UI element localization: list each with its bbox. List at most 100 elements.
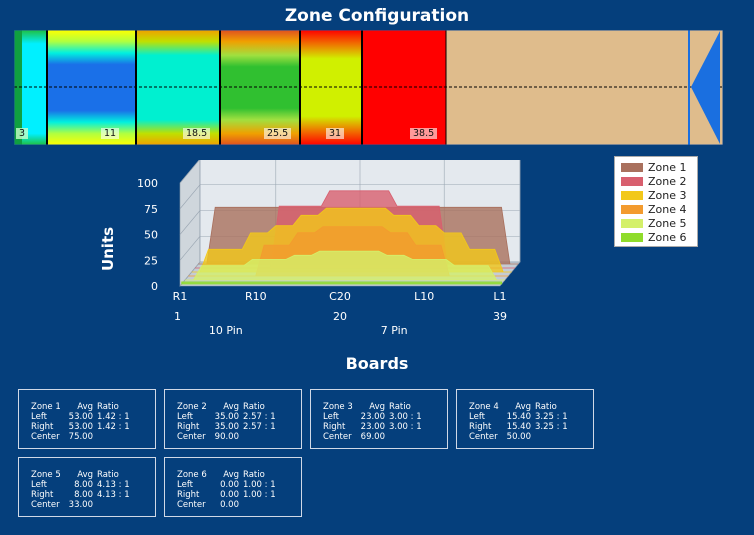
legend-label: Zone 2	[648, 174, 687, 188]
board-cell: Center	[177, 500, 206, 510]
board-cell	[239, 432, 283, 442]
board-cell: 1.42 : 1	[97, 412, 130, 422]
lane-marker-label: 31	[326, 128, 345, 139]
board-row: Right 0.00 1.00 : 1	[177, 490, 301, 500]
legend-swatch	[621, 162, 643, 172]
x-tick-label: R1	[173, 290, 188, 303]
board-row: Zone 2 Avg Ratio	[177, 402, 301, 412]
board-cell: Center	[31, 432, 60, 442]
board-cell: 15.40	[506, 412, 531, 422]
legend-swatch	[621, 232, 643, 242]
legend-label: Zone 6	[648, 230, 687, 244]
lane-marker-label: 25.5	[264, 128, 292, 139]
legend-label: Zone 3	[648, 188, 687, 202]
board-cell	[531, 432, 575, 442]
board-row: Left 35.00 2.57 : 1	[177, 412, 301, 422]
x-board-number: 1	[174, 310, 181, 323]
board-cell: 23.00	[360, 422, 385, 432]
board-cell: 53.00	[68, 422, 93, 432]
board-cell: 3.00 : 1	[389, 422, 422, 432]
x-tick-label: C20	[329, 290, 351, 303]
board-cell: 0.00	[220, 500, 239, 510]
board-cell: 8.00	[74, 480, 93, 490]
y-axis-label: Units	[99, 226, 118, 272]
board-row: Zone 3 Avg Ratio	[323, 402, 447, 412]
board-row: Zone 6 Avg Ratio	[177, 470, 301, 480]
board-cell: 33.00	[68, 500, 93, 510]
x-board-number: 20	[333, 310, 347, 323]
board-cell: 15.40	[506, 422, 531, 432]
board-cell: Ratio	[97, 402, 119, 412]
legend-swatch	[621, 218, 643, 228]
board-cell: Zone 1	[31, 402, 61, 412]
board-cell: Zone 6	[177, 470, 207, 480]
board-cell: Right	[323, 422, 346, 432]
board-cell: Ratio	[97, 470, 119, 480]
board-row: Center 90.00	[177, 432, 301, 442]
x-tick-label: R10	[245, 290, 267, 303]
board-cell: Center	[177, 432, 206, 442]
legend-swatch	[621, 176, 643, 186]
boards-title: Boards	[345, 354, 409, 373]
board-cell: 3.25 : 1	[535, 422, 568, 432]
board-cell: Zone 5	[31, 470, 61, 480]
board-cell: 1.00 : 1	[243, 490, 276, 500]
board-cell: Avg	[515, 402, 531, 412]
series-area	[185, 250, 505, 281]
y-tick-label: 50	[144, 229, 158, 242]
lane-marker-label: 3	[16, 128, 29, 139]
board-cell	[385, 432, 429, 442]
board-row: Zone 5 Avg Ratio	[31, 470, 155, 480]
board-row: Right 23.00 3.00 : 1	[323, 422, 447, 432]
board-row: Right 53.00 1.42 : 1	[31, 422, 155, 432]
board-cell: Right	[31, 422, 54, 432]
board-cell: Right	[177, 422, 200, 432]
board-row: Left 53.00 1.42 : 1	[31, 412, 155, 422]
board-cell: 8.00	[74, 490, 93, 500]
board-cell: Center	[31, 500, 60, 510]
board-cell: 50.00	[506, 432, 531, 442]
x-pin-label: 7 Pin	[381, 324, 408, 337]
zone-units-chart: 0 25 50 75 100 R1 R10 C20 L10 L1 1 20 39 10 Pin 7 Pin	[137, 160, 521, 337]
board-summary-zone-6: Zone 6 Avg Ratio Left 0.00 1.00 : 1 Right 0.00 1…	[164, 457, 302, 517]
chart-legend: Zone 1 Zone 2 Zone 3 Zone 4 Zone 5 Zone 6	[614, 156, 698, 247]
board-row: Center 33.00	[31, 500, 155, 510]
board-cell: Zone 4	[469, 402, 499, 412]
lane-marker-label: 18.5	[183, 128, 211, 139]
board-cell: Left	[323, 412, 339, 422]
lane-oil-pattern	[14, 30, 723, 145]
board-row: Zone 4 Avg Ratio	[469, 402, 593, 412]
board-row: Center 0.00	[177, 500, 301, 510]
board-row: Left 15.40 3.25 : 1	[469, 412, 593, 422]
legend-label: Zone 5	[648, 216, 687, 230]
lane-marker-label: 38.5	[410, 128, 438, 139]
board-cell: Left	[31, 480, 47, 490]
board-cell: 2.57 : 1	[243, 412, 276, 422]
board-cell: Left	[177, 480, 193, 490]
board-cell: 1.42 : 1	[97, 422, 130, 432]
board-cell: 35.00	[214, 412, 239, 422]
legend-item: Zone 6	[621, 230, 697, 244]
y-tick-label: 25	[144, 254, 158, 267]
board-row: Left 8.00 4.13 : 1	[31, 480, 155, 490]
board-cell: Ratio	[389, 402, 411, 412]
board-cell: Right	[469, 422, 492, 432]
y-tick-label: 75	[144, 203, 158, 216]
board-cell: Center	[323, 432, 352, 442]
y-tick-label: 100	[137, 177, 158, 190]
board-cell: 3.25 : 1	[535, 412, 568, 422]
board-cell: 1.00 : 1	[243, 480, 276, 490]
board-row: Zone 1 Avg Ratio	[31, 402, 155, 412]
x-tick-label: L10	[414, 290, 434, 303]
board-cell: 3.00 : 1	[389, 412, 422, 422]
board-cell: 53.00	[68, 412, 93, 422]
zone-configuration-title: Zone Configuration	[284, 6, 470, 26]
x-pin-label: 10 Pin	[209, 324, 243, 337]
board-row: Left 0.00 1.00 : 1	[177, 480, 301, 490]
board-row: Center 75.00	[31, 432, 155, 442]
board-cell: Zone 3	[323, 402, 353, 412]
board-cell: Avg	[77, 470, 93, 480]
board-cell: 23.00	[360, 412, 385, 422]
board-cell: 75.00	[68, 432, 93, 442]
board-row: Center 69.00	[323, 432, 447, 442]
